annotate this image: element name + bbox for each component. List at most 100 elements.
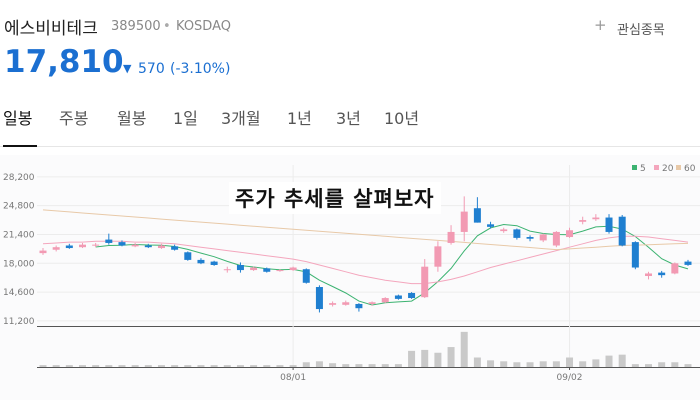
candle-body bbox=[513, 229, 521, 238]
candle-body bbox=[289, 267, 297, 271]
y-tick-label: 14,600 bbox=[3, 288, 35, 298]
candle-body bbox=[552, 231, 560, 246]
candle-body bbox=[118, 242, 126, 246]
candle-body bbox=[618, 216, 626, 246]
volume-bar bbox=[368, 364, 376, 367]
candle-body bbox=[131, 244, 139, 247]
candle-body bbox=[92, 244, 100, 246]
legend-swatch bbox=[632, 165, 637, 170]
volume-bar bbox=[513, 362, 521, 367]
candle-body bbox=[473, 208, 481, 223]
candle-body bbox=[434, 246, 442, 267]
candle-body bbox=[408, 292, 416, 299]
y-tick-label: 18,000 bbox=[3, 259, 35, 269]
candle-body bbox=[658, 272, 666, 276]
candle-body bbox=[236, 264, 244, 271]
candle-body bbox=[342, 302, 350, 305]
volume-bar bbox=[355, 364, 363, 367]
candle-body bbox=[447, 231, 455, 243]
volume-bar bbox=[302, 362, 310, 367]
tab[interactable]: 3개월 bbox=[221, 109, 261, 128]
candle-body bbox=[315, 287, 323, 310]
candle-body bbox=[645, 273, 653, 277]
volume-bar bbox=[131, 365, 139, 367]
volume-bar bbox=[579, 361, 587, 367]
separator: • bbox=[163, 19, 171, 34]
volume-bar bbox=[473, 357, 481, 367]
volume-bar bbox=[631, 364, 639, 367]
volume-bar bbox=[342, 364, 350, 367]
legend-label: 20 bbox=[662, 164, 674, 174]
tab[interactable]: 10년 bbox=[384, 109, 420, 128]
volume-bar bbox=[408, 350, 416, 367]
plus-icon[interactable]: + bbox=[594, 16, 607, 34]
volume-bar bbox=[157, 365, 165, 367]
candle-body bbox=[39, 250, 47, 254]
candle-body bbox=[355, 303, 363, 309]
volume-bar bbox=[526, 362, 534, 367]
volume-bar bbox=[92, 365, 100, 367]
annotation: 주가 추세를 살펴보자 bbox=[229, 182, 441, 214]
volume-bar bbox=[289, 365, 297, 367]
volume-bar bbox=[329, 363, 337, 367]
legend-label: 5 bbox=[640, 164, 646, 174]
candle-body bbox=[566, 230, 574, 238]
watch-button[interactable]: 관심종목 bbox=[617, 23, 665, 38]
candle-body bbox=[276, 270, 284, 272]
tab[interactable]: 3년 bbox=[336, 109, 361, 128]
legend-label: 60 bbox=[684, 164, 696, 174]
volume-bar bbox=[566, 357, 574, 367]
candle-body bbox=[631, 242, 639, 268]
change-arrow: ▼ bbox=[123, 62, 132, 75]
candle-body bbox=[210, 261, 218, 265]
tab[interactable]: 1일 bbox=[173, 109, 198, 128]
candle-body bbox=[460, 211, 468, 232]
volume-bar bbox=[658, 362, 666, 367]
candle-body bbox=[500, 229, 508, 232]
x-tick-label: 08/01 bbox=[280, 373, 306, 383]
candle-body bbox=[105, 239, 113, 243]
candle-body bbox=[184, 252, 192, 260]
ma-line bbox=[95, 223, 689, 306]
candle-body bbox=[526, 237, 534, 239]
tab[interactable]: 1년 bbox=[287, 109, 312, 128]
y-tick-label: 21,400 bbox=[3, 230, 35, 240]
market: KOSDAQ bbox=[176, 19, 231, 34]
volume-bar bbox=[539, 361, 547, 367]
candle-body bbox=[368, 302, 376, 304]
volume-bar bbox=[460, 331, 468, 367]
candle-body bbox=[381, 298, 389, 303]
candle-body bbox=[52, 247, 60, 250]
y-tick-label: 28,200 bbox=[3, 173, 35, 183]
stock-name: 에스비비테크 bbox=[4, 19, 98, 39]
ma-line bbox=[42, 235, 689, 285]
tab[interactable]: 일봉 bbox=[3, 109, 33, 128]
volume-bar bbox=[184, 365, 192, 367]
volume-bar bbox=[592, 359, 600, 367]
tab[interactable]: 주봉 bbox=[59, 109, 89, 128]
legend-swatch bbox=[676, 165, 681, 170]
volume-bar bbox=[39, 365, 47, 367]
ma-line bbox=[42, 209, 689, 251]
volume-bar bbox=[210, 365, 218, 367]
candle-body bbox=[421, 266, 429, 298]
volume-bar bbox=[315, 361, 323, 367]
candle-body bbox=[539, 234, 547, 241]
volume-bar bbox=[434, 352, 442, 367]
volume-bar bbox=[223, 365, 231, 367]
volume-bar bbox=[118, 365, 126, 367]
volume-bar bbox=[487, 360, 495, 367]
volume-bar bbox=[236, 365, 244, 367]
candle-body bbox=[197, 259, 205, 264]
candle-body bbox=[394, 295, 402, 299]
volume-bar bbox=[684, 364, 692, 367]
change: 570 bbox=[138, 61, 165, 77]
candle-body bbox=[157, 245, 165, 249]
tab[interactable]: 월봉 bbox=[117, 109, 147, 128]
candle-body bbox=[263, 268, 271, 272]
candle-body bbox=[144, 245, 152, 248]
volume-bar bbox=[671, 362, 679, 367]
volume-bar bbox=[144, 365, 152, 367]
volume-bar bbox=[171, 365, 179, 367]
